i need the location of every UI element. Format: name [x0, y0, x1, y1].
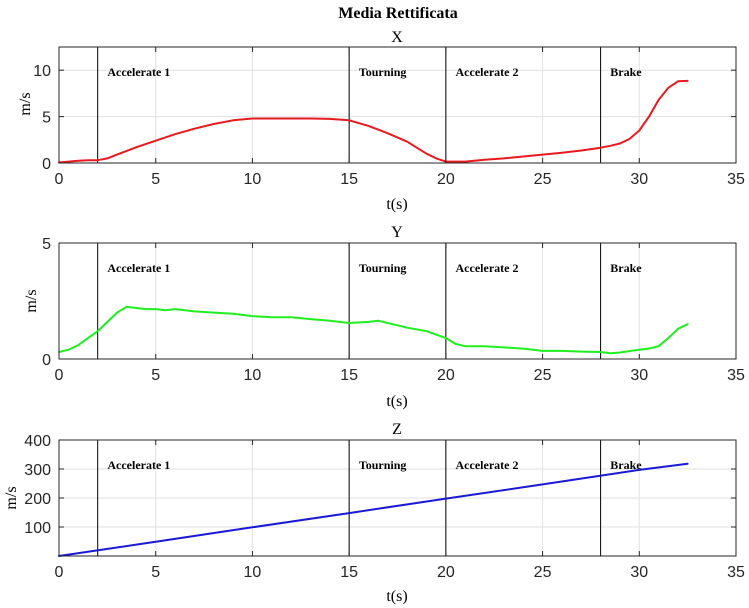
z-phase-label-2: Accelerate 2 [456, 458, 519, 472]
y-xtick-label-25: 25 [534, 367, 552, 384]
y-axes-box [58, 242, 737, 360]
y-xtick-label-10: 10 [244, 367, 262, 384]
z-ytick-label-200: 200 [24, 491, 51, 508]
subplot-x-ylabel: m/s [17, 92, 34, 115]
z-ytick-label-400: 400 [24, 433, 51, 450]
y-xtick-label-15: 15 [340, 367, 358, 384]
x-phase-label-1: Tourning [359, 65, 407, 79]
x-ytick-label-10: 10 [33, 63, 51, 80]
x-xtick-label-10: 10 [244, 171, 262, 188]
x-phase-label-3: Brake [610, 65, 642, 79]
y-xtick-label-35: 35 [727, 367, 745, 384]
x-xtick-label-15: 15 [340, 171, 358, 188]
subplot-y-title: Y [391, 224, 403, 241]
x-xtick-label-30: 30 [630, 171, 648, 188]
subplot-y: Y t(s) m/s Accelerate 1 Tourning Accelerat… [23, 224, 745, 410]
z-series-line-0 [58, 462, 689, 557]
y-xtick-label-20: 20 [437, 367, 455, 384]
subplot-x-xlabel: t(s) [386, 196, 407, 213]
y-phase-label-3: Brake [610, 261, 642, 275]
z-xtick-label-35: 35 [727, 564, 745, 581]
y-xtick-label-0: 0 [55, 367, 64, 384]
y-xtick-label-5: 5 [151, 367, 160, 384]
subplot-y-xlabel: t(s) [386, 393, 407, 410]
z-xtick-label-25: 25 [534, 564, 552, 581]
y-phase-label-1: Tourning [359, 261, 407, 275]
subplot-z-ylabel: m/s [3, 486, 20, 509]
subplot-z: Z t(s) m/s Accelerate 1 Tourning Accelerat… [3, 421, 745, 605]
y-phase-label-0: Accelerate 1 [107, 261, 170, 275]
z-xtick-label-10: 10 [244, 564, 262, 581]
x-xtick-label-35: 35 [727, 171, 745, 188]
z-xtick-label-20: 20 [437, 564, 455, 581]
subplot-x-title: X [391, 29, 403, 46]
y-xtick-label-30: 30 [630, 367, 648, 384]
subplot-y-ylabel: m/s [23, 289, 40, 312]
z-xtick-label-5: 5 [151, 564, 160, 581]
x-ytick-label-0: 0 [42, 156, 51, 173]
z-xtick-label-0: 0 [55, 564, 64, 581]
z-phase-label-0: Accelerate 1 [107, 458, 170, 472]
z-ytick-label-300: 300 [24, 462, 51, 479]
x-xtick-label-5: 5 [151, 171, 160, 188]
x-xtick-label-25: 25 [534, 171, 552, 188]
x-axes-box [58, 46, 737, 164]
x-series-line-0 [58, 79, 689, 164]
z-xtick-label-30: 30 [630, 564, 648, 581]
x-phase-label-2: Accelerate 2 [456, 65, 519, 79]
x-phase-label-0: Accelerate 1 [107, 65, 170, 79]
x-ytick-label-5: 5 [42, 110, 51, 127]
y-phase-label-2: Accelerate 2 [456, 261, 519, 275]
x-xtick-label-20: 20 [437, 171, 455, 188]
y-series-line-0 [58, 305, 689, 355]
z-ytick-label-100: 100 [24, 520, 51, 537]
z-xtick-label-15: 15 [340, 564, 358, 581]
subplot-z-xlabel: t(s) [386, 588, 407, 605]
z-phase-label-3: Brake [610, 458, 642, 472]
x-xtick-label-0: 0 [55, 171, 64, 188]
y-ytick-label-0: 0 [42, 352, 51, 369]
z-phase-label-1: Tourning [359, 458, 407, 472]
subplot-x: X t(s) m/s Accelerate 1 Tourning Accelerat… [17, 29, 745, 213]
figure-title: Media Rettificata [338, 5, 458, 22]
y-ytick-label-5: 5 [42, 236, 51, 253]
subplot-z-title: Z [392, 421, 402, 438]
